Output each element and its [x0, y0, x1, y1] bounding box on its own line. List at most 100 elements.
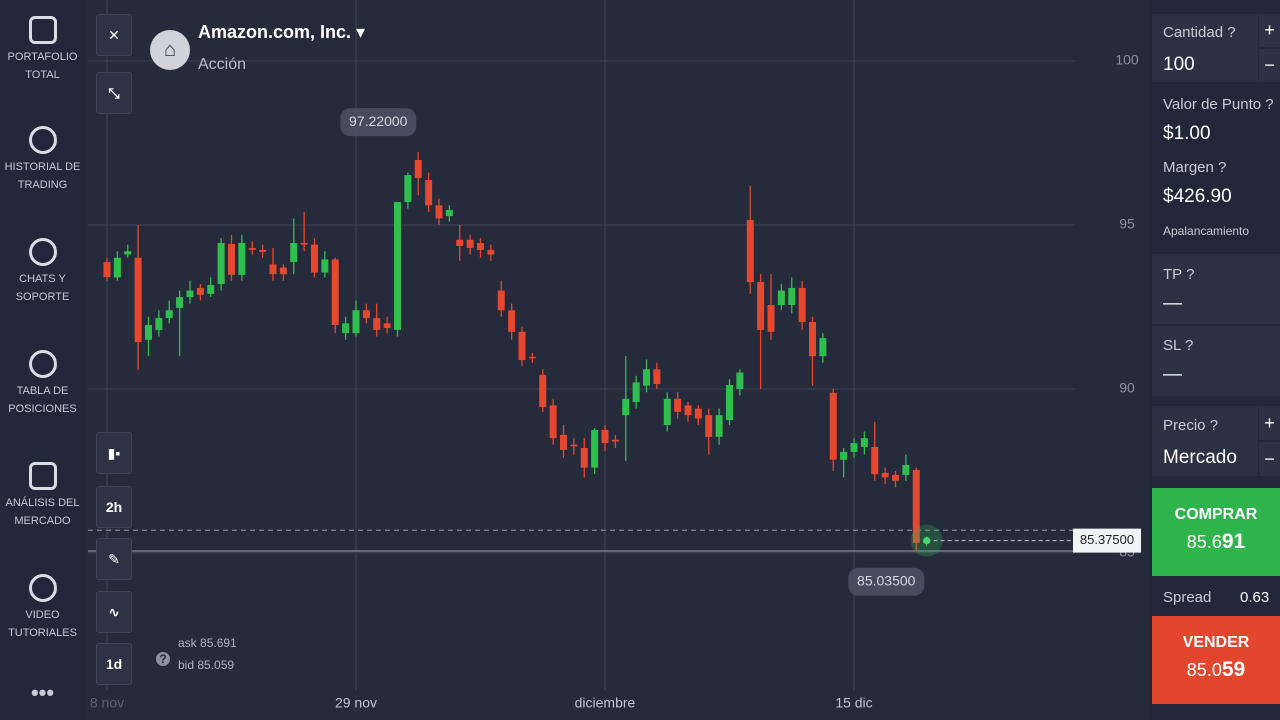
candle-body	[321, 259, 329, 273]
candle-body	[819, 338, 827, 357]
candle-body	[508, 310, 516, 332]
candle-body	[290, 243, 298, 263]
candle-body	[487, 249, 495, 255]
x-tick-label: diciembre	[575, 695, 636, 711]
candle-body	[601, 429, 609, 444]
candle-body	[196, 287, 204, 295]
candle-body	[466, 239, 474, 248]
label: Cantidad	[1163, 24, 1224, 41]
nav-label: ANÁLISIS DEL MERCADO	[5, 497, 80, 527]
label: Precio	[1163, 417, 1206, 434]
candle-body	[767, 304, 775, 332]
candle-body	[279, 267, 287, 275]
candle-body	[331, 259, 339, 325]
buy-price: 85.691	[1186, 530, 1246, 553]
candle-body	[684, 405, 692, 416]
asset-name: Amazon.com, Inc.	[198, 22, 352, 42]
period-button[interactable]: 2h	[96, 486, 132, 528]
candle-body	[881, 472, 889, 478]
candle-body	[445, 209, 453, 217]
collapse-button[interactable]: ⤡	[96, 72, 132, 114]
sell-label: VENDER	[1182, 634, 1250, 651]
candle-body	[217, 243, 225, 285]
label: TP	[1163, 266, 1182, 283]
nav-label: VIDEO TUTORIALES	[8, 609, 77, 639]
candle-body	[570, 444, 578, 447]
icon	[28, 238, 57, 266]
x-tick-label: 29 nov	[335, 695, 377, 711]
price-plus[interactable]: +	[1259, 406, 1280, 440]
candle-body	[871, 446, 879, 475]
candle-body	[539, 374, 547, 407]
bid-label: bid	[178, 658, 195, 672]
period-label: 2h	[105, 499, 123, 515]
price-box[interactable]	[1152, 406, 1258, 476]
price-minus[interactable]: −	[1259, 442, 1280, 476]
candle-body	[549, 405, 557, 439]
annotation-bubble	[340, 108, 417, 137]
x-tick-label: 15 dic	[835, 695, 872, 711]
candle-body	[736, 372, 744, 389]
candle-body	[653, 369, 661, 385]
nav-history[interactable]: HISTORIAL DE TRADING	[0, 126, 85, 194]
last-price-box	[1073, 528, 1141, 553]
price-annotation: 97.22000	[340, 108, 417, 137]
asset-title[interactable]: Amazon.com, Inc. ▾	[198, 22, 366, 42]
ask-quote: ask 85.691	[178, 636, 237, 650]
candle-body	[176, 297, 184, 308]
sl-value: —	[1163, 364, 1182, 385]
tp-box[interactable]	[1152, 254, 1280, 324]
candle-body	[580, 447, 588, 468]
candle-body	[124, 251, 132, 255]
range-button[interactable]: 1d	[96, 643, 132, 685]
candle-body	[269, 264, 277, 275]
candle-body	[518, 331, 526, 361]
nav-more[interactable]: •••	[30, 680, 55, 705]
y-tick-label: 100	[1115, 52, 1139, 68]
candle-body	[248, 247, 256, 250]
quantity-box[interactable]	[1152, 14, 1258, 82]
sl-box[interactable]	[1152, 326, 1280, 396]
buy-button[interactable]: COMPRAR 85.691	[1152, 488, 1280, 576]
quantity-minus[interactable]: −	[1259, 49, 1280, 82]
margin-value: $426.90	[1163, 186, 1232, 207]
indicator-button[interactable]: ∿	[96, 591, 132, 633]
candle-body	[186, 290, 194, 298]
draw-button[interactable]: ✎	[96, 538, 132, 580]
help-icon[interactable]: ?	[156, 652, 170, 666]
nav-portfolio[interactable]: PORTAFOLIO TOTAL	[0, 16, 85, 84]
close-button[interactable]: ✕	[96, 14, 132, 56]
candle-body	[788, 287, 796, 305]
candle-body	[663, 398, 671, 426]
tp-value: —	[1163, 293, 1182, 314]
nav-leaderboard[interactable]: TABLA DE POSICIONES	[0, 350, 85, 418]
price-label: Precio ?	[1163, 417, 1219, 434]
nav-chat[interactable]: CHATS Y SOPORTE	[0, 238, 85, 306]
sell-button[interactable]: VENDER 85.059	[1152, 616, 1280, 704]
chart-type-button[interactable]: ▮▪	[96, 432, 132, 474]
candle-body	[134, 257, 142, 343]
price-value: Mercado	[1163, 447, 1237, 468]
candle-body	[694, 408, 702, 419]
annotation-bubble	[848, 567, 925, 596]
candle-body	[456, 239, 464, 246]
icon	[28, 574, 57, 602]
sell-price: 85.059	[1186, 658, 1246, 681]
candle-body	[435, 205, 443, 219]
candle-body	[674, 398, 682, 412]
label: SL	[1163, 337, 1181, 354]
annotation-label: 85.03500	[857, 572, 916, 588]
quantity-value: 100	[1163, 54, 1195, 75]
candle-body	[726, 385, 734, 421]
bid-value: 85.059	[197, 658, 235, 672]
nav-video[interactable]: VIDEO TUTORIALES	[0, 574, 85, 642]
quantity-plus[interactable]: +	[1259, 14, 1280, 47]
nav-analysis[interactable]: ANÁLISIS DEL MERCADO	[0, 462, 85, 530]
candle-body	[144, 324, 152, 340]
sl-label: SL ?	[1163, 337, 1194, 354]
leverage-label[interactable]: Apalancamiento	[1163, 224, 1250, 238]
candle-body	[757, 282, 765, 330]
candle-body	[715, 415, 723, 437]
candle-body	[860, 438, 868, 447]
